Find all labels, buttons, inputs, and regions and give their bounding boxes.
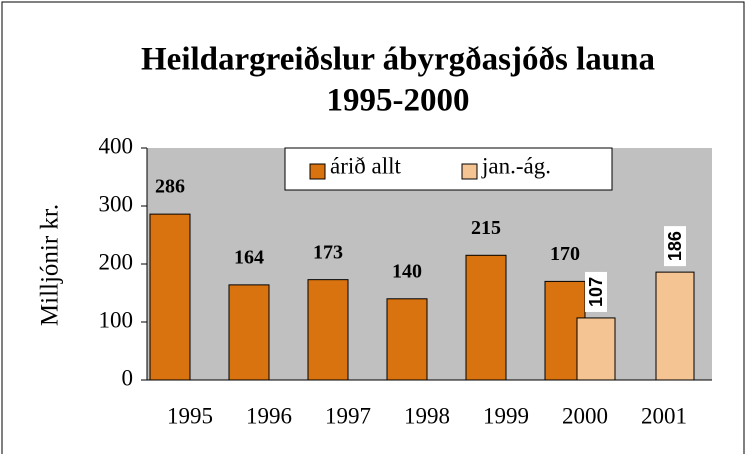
bar: [307, 279, 349, 381]
x-tick-label: 2000: [562, 403, 608, 428]
x-tick-label: 2001: [641, 403, 687, 428]
chart-title: Heildargreiðslur ábyrgðasjóðs launa: [141, 42, 655, 78]
y-tick-label: 200: [99, 249, 134, 274]
bar: [655, 271, 695, 381]
bar: [386, 298, 428, 381]
x-tick-label: 1999: [483, 403, 529, 428]
bar: [576, 317, 616, 381]
value-label: 173: [313, 241, 343, 263]
x-tick-label: 1997: [325, 403, 371, 428]
value-label-box: [664, 226, 686, 267]
y-tick-label: 400: [99, 133, 134, 158]
value-label-box: [585, 271, 607, 312]
legend-label: jan.-ág.: [481, 153, 551, 178]
value-label-group: 107: [585, 271, 607, 312]
value-label: 170: [550, 243, 580, 265]
y-tick-label: 300: [99, 191, 134, 216]
x-tick-label: 1996: [246, 403, 292, 428]
chart-title: 1995-2000: [327, 83, 470, 119]
y-axis-label: Milljónir kr.: [37, 204, 64, 326]
value-label: 186: [665, 231, 685, 261]
y-tick-label: 100: [99, 307, 134, 332]
legend-swatch: [309, 163, 326, 180]
bar: [228, 284, 270, 381]
legend-label: árið allt: [330, 153, 401, 178]
bar: [149, 213, 191, 381]
y-tick-label: 0: [122, 365, 134, 390]
x-tick-label: 1995: [167, 403, 213, 428]
legend-swatch: [461, 163, 478, 180]
value-label: 215: [471, 217, 501, 239]
value-label: 140: [392, 260, 422, 282]
bar: [465, 254, 507, 381]
legend: [284, 147, 613, 191]
value-label: 107: [586, 277, 606, 307]
x-tick-label: 1998: [404, 403, 450, 428]
value-label-group: 186: [664, 226, 686, 267]
value-label: 164: [234, 246, 264, 268]
value-label: 286: [155, 176, 185, 198]
